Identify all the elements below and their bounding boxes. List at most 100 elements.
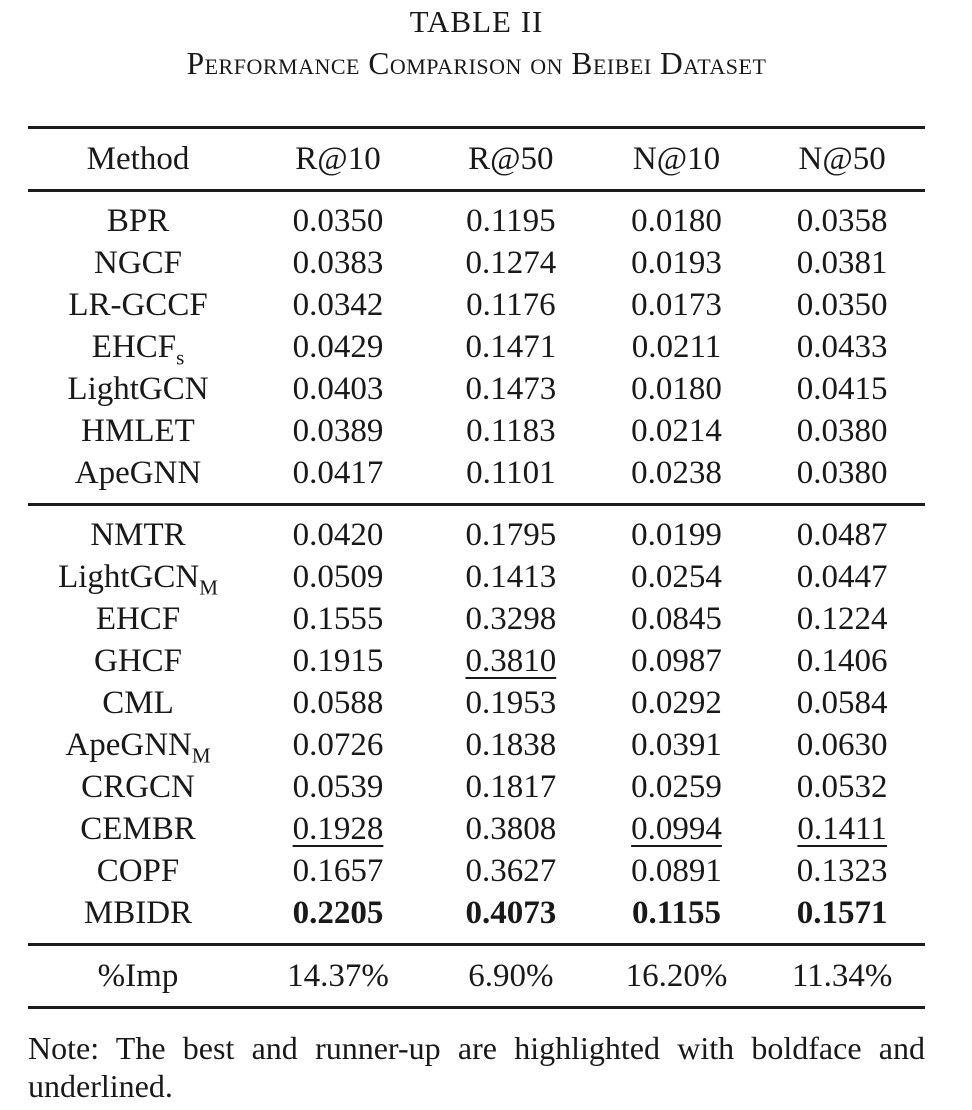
- metric-text: 0.1928: [292, 810, 384, 847]
- metric-value-r-10: 0.0389: [248, 410, 428, 452]
- table-row-lightgcn: LightGCN 0.0403 0.1473 0.0180 0.0415: [28, 368, 925, 410]
- metric-text: 0.0429: [292, 328, 384, 365]
- table-row-lightgcnm: LightGCNM 0.0509 0.1413 0.0254 0.0447: [28, 556, 925, 598]
- metric-value-r-50: 0.1176: [428, 284, 594, 326]
- metric-text: 0.1413: [465, 558, 557, 595]
- table-caption: TABLE II Performance Comparison on Beibe…: [28, 4, 925, 82]
- metric-text: 0.1406: [796, 642, 888, 679]
- method-name: ApeGNNM: [65, 726, 211, 768]
- metric-text: 0.0342: [292, 286, 384, 323]
- metric-value-n-50: 0.0584: [759, 682, 925, 724]
- metric-text: 0.1657: [292, 852, 384, 889]
- metric-value-r-10: 0.1915: [248, 640, 428, 682]
- metric-value-r-50: 0.3810: [428, 640, 594, 682]
- metric-value-n-50: 0.0380: [759, 410, 925, 452]
- metric-text: 0.1795: [465, 516, 557, 553]
- metric-text: 0.1323: [796, 852, 888, 889]
- metric-value-r-10: 0.0726: [248, 724, 428, 766]
- metric-value-n-50: 0.0433: [759, 326, 925, 368]
- metric-value-n-50: 0.1571: [759, 892, 925, 945]
- metric-value-r-10: 0.0383: [248, 242, 428, 284]
- metric-value-n-10: 0.0987: [594, 640, 760, 682]
- metric-value-n-10: 0.0238: [594, 452, 760, 505]
- metric-text: 0.0389: [292, 412, 384, 449]
- metric-value-r-10: 0.0350: [248, 191, 428, 243]
- metric-value-n-50: 0.0532: [759, 766, 925, 808]
- metric-text: 0.3808: [465, 810, 557, 847]
- table-row-apegnnm: ApeGNNM 0.0726 0.1838 0.0391 0.0630: [28, 724, 925, 766]
- method-name: NMTR: [90, 516, 186, 553]
- metric-text: 0.0358: [796, 202, 888, 239]
- metric-text: 0.1471: [465, 328, 557, 365]
- metric-value-n-50: 11.34%: [759, 945, 925, 1008]
- metric-text: 16.20%: [625, 957, 728, 994]
- metric-value-r-10: 0.0588: [248, 682, 428, 724]
- metric-value-r-10: 0.1555: [248, 598, 428, 640]
- metric-value-n-10: 16.20%: [594, 945, 760, 1008]
- table-row-lr-gccf: LR-GCCF 0.0342 0.1176 0.0173 0.0350: [28, 284, 925, 326]
- table-note: Note: The best and runner-up are highlig…: [28, 1030, 925, 1104]
- method-name: LightGCN: [67, 370, 209, 407]
- table-row-imp: %Imp 14.37% 6.90% 16.20% 11.34%: [28, 945, 925, 1008]
- metric-value-n-10: 0.0994: [594, 808, 760, 850]
- metric-text: 0.1183: [466, 412, 556, 449]
- table-row-cembr: CEMBR 0.1928 0.3808 0.0994 0.1411: [28, 808, 925, 850]
- metric-value-r-10: 0.0403: [248, 368, 428, 410]
- metric-text: 0.0403: [292, 370, 384, 407]
- metric-value-r-10: 0.0509: [248, 556, 428, 598]
- metric-value-r-50: 0.1471: [428, 326, 594, 368]
- method-name: HMLET: [81, 412, 195, 449]
- metric-value-n-50: 0.0350: [759, 284, 925, 326]
- metric-text: 0.1101: [466, 454, 556, 491]
- table-row-ngcf: NGCF 0.0383 0.1274 0.0193 0.0381: [28, 242, 925, 284]
- metric-value-r-50: 0.1101: [428, 452, 594, 505]
- metric-text: 0.0180: [631, 202, 722, 239]
- metric-text: 0.4073: [465, 894, 557, 931]
- metric-text: 0.1473: [465, 370, 557, 407]
- metric-text: 0.0259: [631, 768, 722, 805]
- metric-text: 0.1555: [292, 600, 384, 637]
- metric-text: 0.0415: [796, 370, 888, 407]
- column-header-r-50: R@50: [428, 126, 594, 192]
- metric-text: 0.0987: [631, 642, 722, 679]
- metric-text: 0.0845: [631, 600, 722, 637]
- method-name: LightGCNM: [58, 558, 218, 600]
- metric-text: 0.0214: [631, 412, 722, 449]
- metric-text: 0.0539: [292, 768, 384, 805]
- metric-value-r-50: 0.1183: [428, 410, 594, 452]
- table-header-row: Method R@10 R@50 N@10 N@50: [28, 126, 925, 192]
- metric-text: 11.34%: [791, 957, 893, 994]
- metric-text: 0.0891: [631, 852, 722, 889]
- metric-text: 0.1176: [466, 286, 556, 323]
- metric-text: 0.0254: [631, 558, 722, 595]
- metric-value-n-50: 0.0447: [759, 556, 925, 598]
- table-row-ghcf: GHCF 0.1915 0.3810 0.0987 0.1406: [28, 640, 925, 682]
- metric-value-n-50: 0.0381: [759, 242, 925, 284]
- metric-value-n-50: 0.0487: [759, 505, 925, 557]
- metric-value-n-10: 0.0199: [594, 505, 760, 557]
- metric-text: 0.0588: [292, 684, 384, 721]
- metric-text: 0.1155: [632, 894, 721, 931]
- metric-value-n-10: 0.0254: [594, 556, 760, 598]
- metric-text: 0.0509: [292, 558, 384, 595]
- table-title: Performance Comparison on Beibei Dataset: [186, 46, 767, 81]
- table-row-ehcfs: EHCFs 0.0429 0.1471 0.0211 0.0433: [28, 326, 925, 368]
- metric-text: 0.1274: [465, 244, 557, 281]
- metric-value-r-10: 14.37%: [248, 945, 428, 1008]
- metric-text: 0.0381: [796, 244, 888, 281]
- metric-text: 0.0417: [292, 454, 384, 491]
- metric-value-n-10: 0.0845: [594, 598, 760, 640]
- metric-text: 0.0994: [631, 810, 722, 847]
- table-number: TABLE II: [409, 4, 544, 39]
- method-name: EHCF: [95, 600, 181, 637]
- metric-text: 0.0380: [796, 454, 888, 491]
- metric-value-n-50: 0.0415: [759, 368, 925, 410]
- metric-value-r-50: 0.1838: [428, 724, 594, 766]
- table-row-bpr: BPR 0.0350 0.1195 0.0180 0.0358: [28, 191, 925, 243]
- metric-value-n-50: 0.0358: [759, 191, 925, 243]
- metric-value-r-50: 6.90%: [428, 945, 594, 1008]
- metric-value-n-50: 0.1406: [759, 640, 925, 682]
- table-improvement-section: %Imp 14.37% 6.90% 16.20% 11.34%: [28, 945, 925, 1008]
- metric-value-r-50: 0.3298: [428, 598, 594, 640]
